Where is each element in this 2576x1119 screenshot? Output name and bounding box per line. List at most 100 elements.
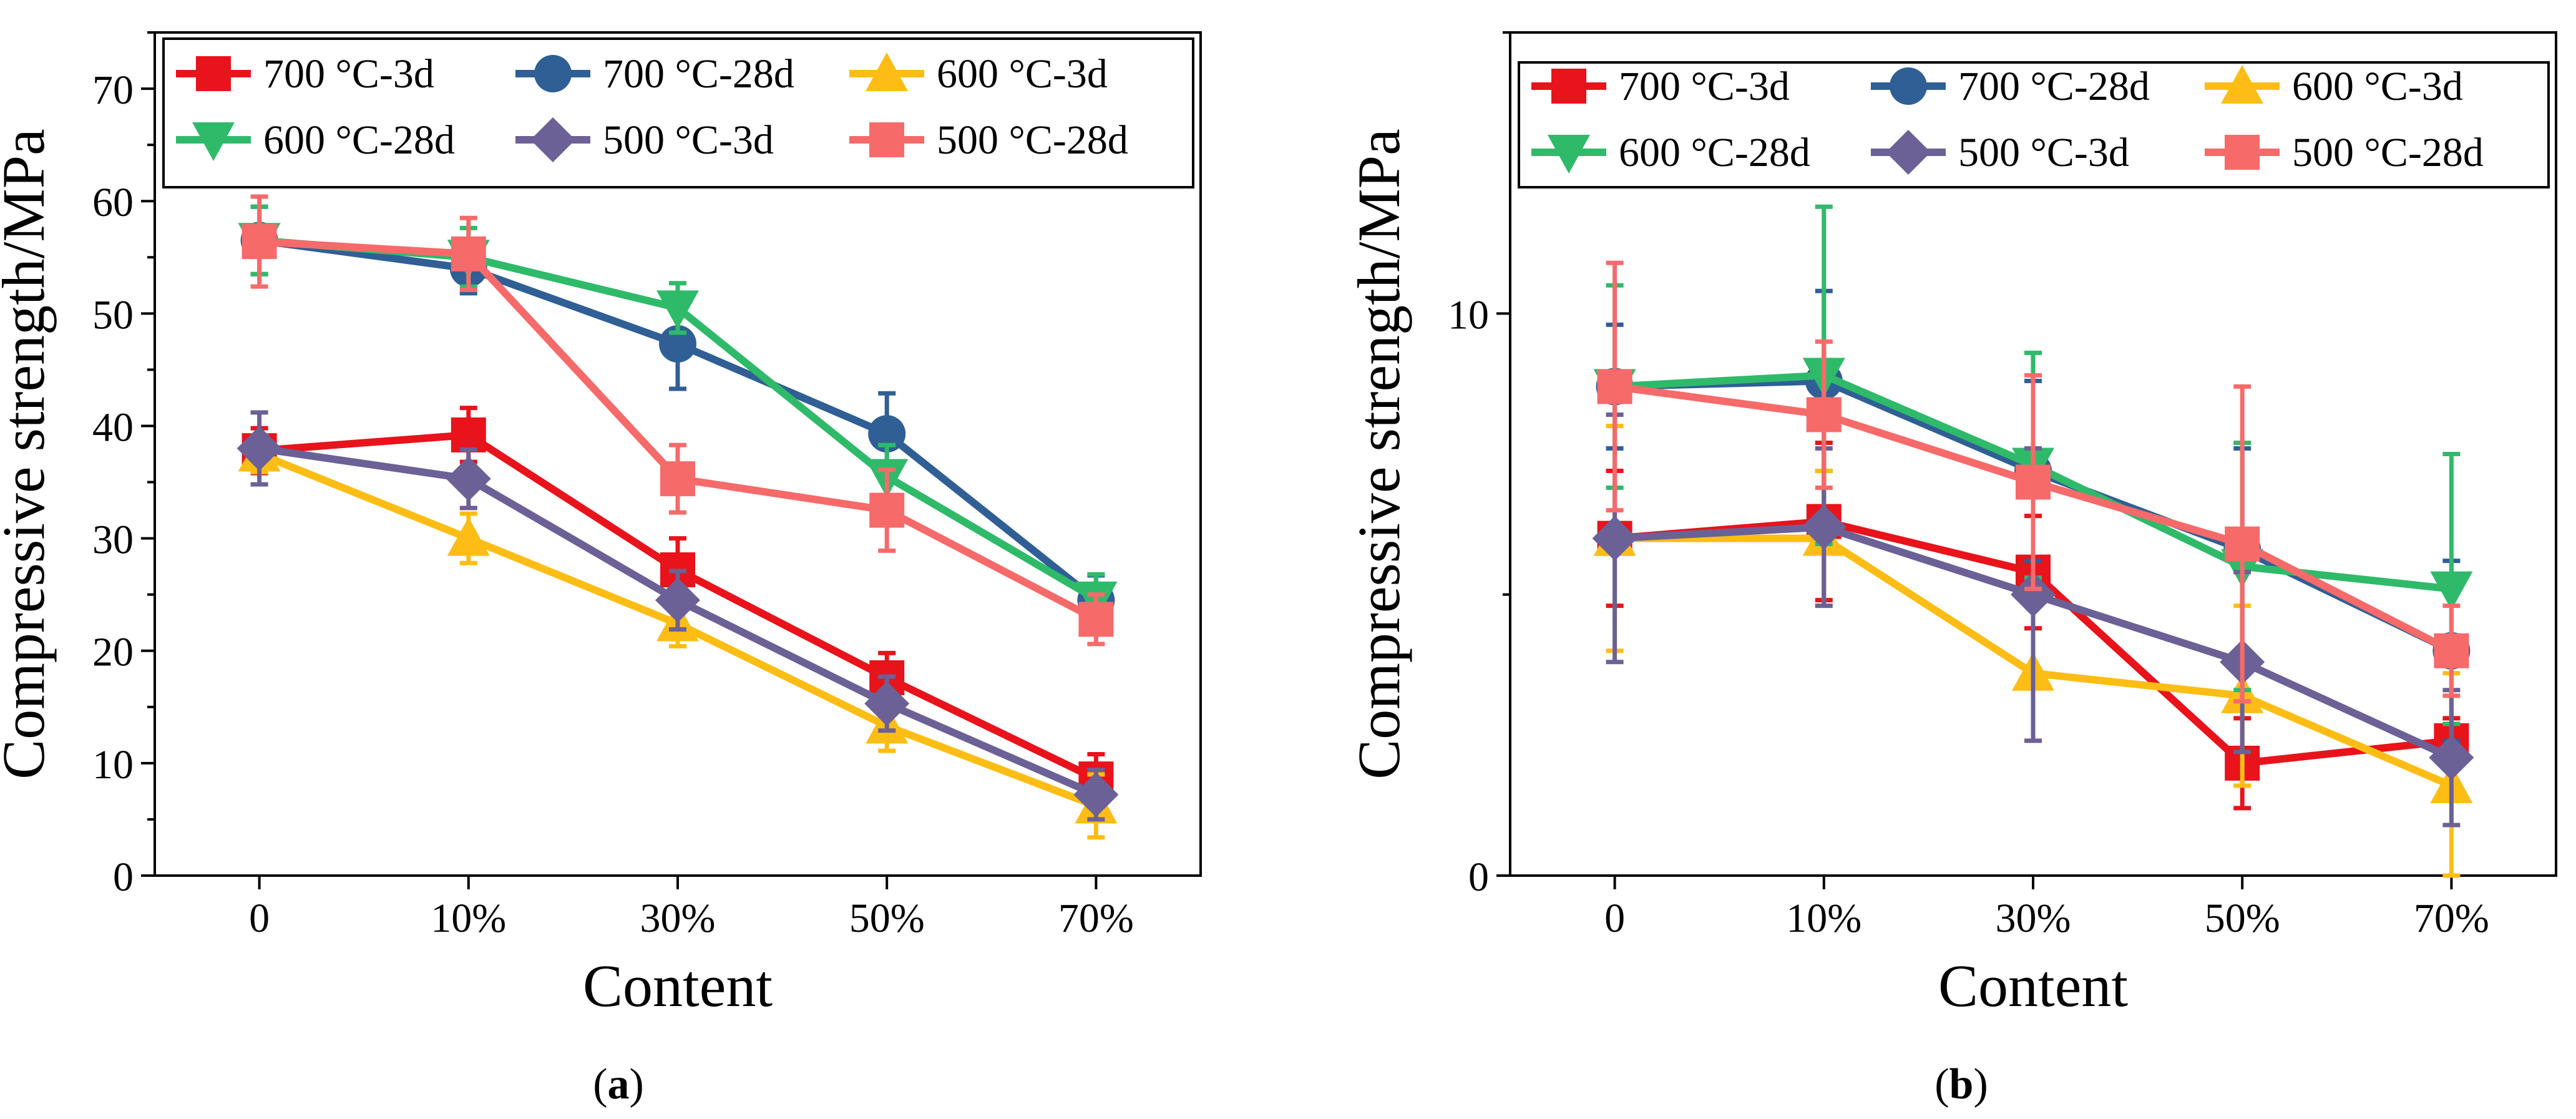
y-tick-label: 30	[92, 517, 134, 563]
x-tick-label: 30%	[1996, 896, 2071, 941]
legend: 700 °C-3d 700 °C-28d 600 °C-3d 600 °C-28d 50…	[1518, 61, 2550, 188]
x-tick-label: 10%	[1786, 896, 1861, 941]
legend-label: 700 °C-28d	[603, 51, 794, 97]
data-point	[447, 517, 490, 556]
panel-letter: a	[608, 1060, 630, 1108]
data-point	[1801, 504, 1847, 550]
legend: 700 °C-3d 700 °C-28d 600 °C-3d 600 °C-28d 50…	[162, 37, 1194, 188]
legend-item: 600 °C-3d	[849, 51, 1108, 97]
x-tick-label: 70%	[2414, 896, 2489, 941]
legend-label: 700 °C-3d	[1619, 64, 1790, 109]
legend-box	[1518, 61, 2550, 188]
data-point	[659, 325, 696, 363]
y-tick-label: 70	[92, 67, 134, 113]
y-tick-label: 10	[1448, 292, 1489, 338]
legend-marker	[1548, 135, 1590, 173]
legend-label: 700 °C-3d	[263, 51, 434, 97]
legend-marker	[2225, 135, 2260, 170]
data-point	[1592, 516, 1637, 561]
legend-item: 700 °C-28d	[1871, 64, 2150, 109]
data-point	[864, 681, 910, 726]
legend-item: 700 °C-3d	[176, 51, 434, 97]
legend-marker	[2221, 65, 2263, 104]
series-6	[242, 194, 1114, 647]
data-point	[2429, 735, 2474, 780]
data-point	[1597, 369, 1632, 404]
y-tick-label: 60	[92, 180, 134, 225]
data-point	[2011, 572, 2056, 617]
panel-label: (a)	[593, 1060, 644, 1108]
data-point	[660, 461, 695, 497]
data-point	[237, 426, 282, 471]
legend-label: 500 °C-3d	[603, 117, 774, 163]
y-tick-label: 0	[113, 854, 134, 900]
legend-item: 500 °C-3d	[1871, 130, 2129, 175]
legend-item: 500 °C-28d	[849, 117, 1128, 163]
legend-item: 700 °C-3d	[1531, 64, 1790, 109]
x-tick-label: 70%	[1058, 896, 1134, 941]
data-point	[242, 224, 277, 260]
data-point	[1073, 772, 1119, 818]
data-point	[655, 577, 700, 623]
y-axis-label: Compressive strength/MPa	[1345, 129, 1412, 779]
x-tick-label: 10%	[431, 896, 506, 941]
legend-marker	[192, 122, 235, 161]
legend-item: 600 °C-28d	[1531, 130, 1810, 175]
x-tick-label: 0	[249, 896, 270, 941]
data-point	[446, 456, 491, 502]
legend-label: 600 °C-3d	[937, 51, 1108, 97]
panel-label: (b)	[1934, 1060, 1988, 1108]
legend-item: 600 °C-3d	[2205, 64, 2463, 109]
series-5	[1592, 412, 2474, 828]
legend-marker	[534, 55, 572, 92]
legend-item: 500 °C-3d	[515, 117, 774, 163]
data-point	[451, 236, 486, 271]
data-point	[1806, 397, 1842, 432]
legend-marker	[530, 117, 575, 162]
data-point	[2225, 526, 2260, 562]
x-axis-label: Content	[583, 952, 773, 1019]
legend-marker	[1551, 69, 1586, 104]
legend-item: 600 °C-28d	[176, 117, 455, 163]
data-point	[2434, 633, 2469, 668]
data-point	[868, 415, 906, 453]
chart-a: 0 10 20 30 40 50 60 70 0 10% 30% 50% 70% Content Compr…	[0, 31, 1202, 1108]
x-axis-label: Content	[1938, 952, 2128, 1019]
y-tick-label: 0	[1468, 854, 1489, 900]
legend-label: 700 °C-28d	[1958, 64, 2150, 109]
x-tick-label: 0	[1604, 896, 1625, 941]
data-point	[1078, 602, 1114, 637]
legend-item: 700 °C-28d	[515, 51, 794, 97]
legend-box	[162, 37, 1194, 188]
series-5	[237, 410, 1119, 822]
data-point	[656, 290, 699, 330]
legend-label: 600 °C-28d	[1619, 130, 1810, 175]
x-tick-label: 30%	[640, 896, 716, 941]
series-6	[1597, 260, 2469, 704]
x-tick-label: 50%	[2205, 896, 2280, 941]
legend-marker	[866, 52, 908, 91]
data-point	[869, 492, 905, 528]
legend-label: 500 °C-3d	[1958, 130, 2129, 175]
legend-marker	[869, 122, 904, 157]
data-point	[2430, 571, 2473, 610]
legend-item: 500 °C-28d	[2205, 130, 2484, 175]
legend-marker	[1890, 67, 1927, 105]
panel-letter: b	[1949, 1060, 1974, 1108]
x-tick-label: 50%	[849, 896, 925, 941]
y-axis-label: Compressive strength/MPa	[0, 129, 57, 779]
chart-b: 0 10 0 10% 30% 50% 70% Content Compressive stren…	[1345, 31, 2557, 1108]
legend-marker	[1886, 130, 1931, 175]
y-tick-label: 20	[92, 630, 134, 675]
y-tick-label: 40	[92, 404, 134, 450]
data-point	[2016, 464, 2051, 500]
data-point	[451, 417, 486, 452]
legend-label: 500 °C-28d	[937, 117, 1128, 163]
legend-label: 600 °C-28d	[263, 117, 455, 163]
y-tick-label: 50	[92, 292, 134, 338]
legend-label: 500 °C-28d	[2292, 130, 2484, 175]
legend-marker	[196, 56, 231, 91]
legend-label: 600 °C-3d	[2292, 64, 2463, 109]
y-tick-label: 10	[92, 742, 134, 788]
